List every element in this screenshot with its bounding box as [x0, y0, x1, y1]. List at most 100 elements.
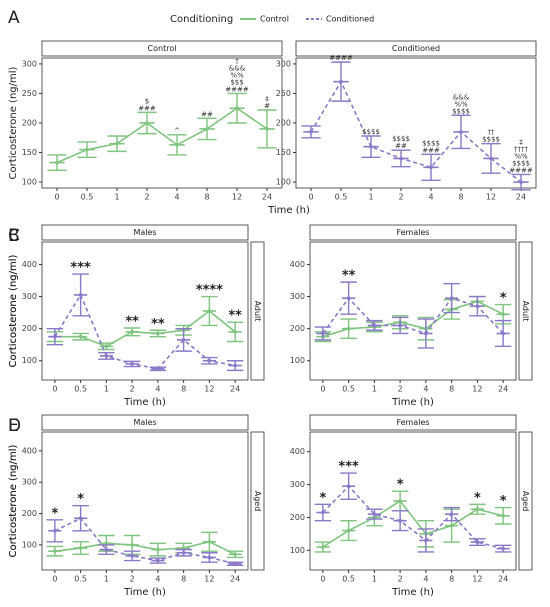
- x-tick-label: 1: [372, 575, 377, 584]
- y-tick-label: 100: [22, 540, 37, 549]
- mean-point: [207, 539, 212, 544]
- x-axis-title: Time (h): [123, 397, 166, 408]
- row-label: Aged: [253, 491, 262, 512]
- y-tick-label: 250: [22, 89, 37, 98]
- significance: *: [77, 492, 84, 507]
- annotation: ^: [174, 127, 180, 135]
- mean-point: [489, 156, 493, 161]
- annotation: ####: [329, 54, 353, 62]
- x-tick-label: 2: [398, 193, 403, 202]
- x-tick-label: 12: [472, 385, 482, 394]
- significance: **: [151, 317, 165, 332]
- y-axis-title: Corticosterone (ng/ml): [8, 254, 19, 367]
- mean-point: [78, 293, 83, 297]
- facet-label: Males: [133, 228, 156, 237]
- mean-point: [346, 296, 351, 300]
- series-line: [322, 499, 504, 548]
- mean-point: [346, 528, 351, 533]
- mean-point: [55, 160, 59, 165]
- plot-frame: [41, 241, 249, 381]
- mean-point: [130, 362, 134, 366]
- significance: *: [319, 491, 326, 506]
- x-tick-label: 8: [204, 193, 209, 202]
- mean-point: [78, 546, 83, 550]
- mean-point: [207, 309, 212, 313]
- x-tick-label: 8: [181, 575, 186, 584]
- y-axis-title: Corticosterone (ng/ml): [8, 444, 19, 557]
- y-tick-label: 200: [22, 509, 37, 518]
- row-strip: [518, 431, 533, 571]
- plot-frame: [309, 431, 517, 571]
- x-tick-label: 8: [449, 575, 454, 584]
- annotation: $$$$: [392, 135, 410, 143]
- mean-point: [233, 330, 237, 334]
- x-tick-label: 4: [174, 193, 179, 202]
- mean-point: [449, 296, 454, 300]
- annotation: ####: [225, 85, 249, 93]
- annotation: $: [145, 97, 149, 105]
- mean-point: [372, 323, 377, 328]
- mean-point: [459, 130, 463, 134]
- mean-point: [265, 127, 269, 131]
- significance: **: [342, 269, 356, 284]
- series-line: [54, 309, 236, 348]
- annotation: #: [264, 102, 270, 110]
- legend-title: Conditioning: [170, 14, 233, 25]
- mean-point: [321, 331, 325, 336]
- annotation: %%: [230, 71, 244, 79]
- x-tick-label: 24: [230, 575, 240, 584]
- mean-point: [399, 156, 403, 161]
- facet-strip: [309, 224, 517, 241]
- y-tick-label: 150: [276, 148, 291, 157]
- panel-label: B: [8, 226, 20, 246]
- annotation: %%: [514, 152, 528, 160]
- x-tick-label: 1: [372, 385, 377, 394]
- x-tick-label: 24: [498, 575, 508, 584]
- y-tick-label: 200: [290, 513, 305, 522]
- x-tick-label: 24: [230, 385, 240, 394]
- facet-label: Females: [396, 418, 429, 427]
- significance: *: [474, 491, 481, 506]
- x-tick-label: 1: [104, 385, 109, 394]
- x-tick-label: 4: [428, 193, 433, 202]
- significance: *: [500, 291, 507, 306]
- x-tick-label: 4: [423, 575, 428, 584]
- x-tick-label: 0: [308, 193, 313, 202]
- mean-point: [501, 312, 505, 317]
- facet-label: Females: [396, 228, 429, 237]
- x-tick-label: 0.5: [342, 385, 355, 394]
- row-label: Adult: [521, 301, 530, 322]
- mean-point: [130, 330, 134, 334]
- mean-point: [346, 484, 351, 489]
- panel-label: C: [8, 226, 20, 246]
- annotation: $$$: [230, 78, 243, 86]
- annotation: ‡: [265, 95, 269, 103]
- significance: **: [228, 309, 242, 324]
- plot-frame: [309, 241, 517, 381]
- mean-point: [372, 512, 377, 516]
- row-strip: [250, 431, 265, 571]
- mean-point: [104, 547, 109, 552]
- mean-point: [475, 540, 480, 544]
- mean-point: [475, 304, 480, 308]
- y-tick-label: 100: [290, 356, 305, 365]
- y-tick-label: 200: [276, 119, 291, 128]
- mean-point: [346, 326, 351, 331]
- annotation: ‡: [519, 138, 523, 146]
- facet-strip: [41, 40, 283, 57]
- mean-point: [175, 143, 179, 147]
- mean-point: [115, 141, 119, 146]
- annotation: ††: [488, 129, 496, 137]
- y-tick-label: 200: [290, 324, 305, 333]
- x-tick-label: 2: [398, 385, 403, 394]
- y-tick-label: 100: [290, 546, 305, 555]
- y-tick-label: 100: [22, 178, 37, 187]
- mean-point: [339, 79, 343, 84]
- annotation: %%: [454, 100, 468, 108]
- facet-label: Males: [133, 418, 156, 427]
- y-tick-label: 200: [22, 324, 37, 333]
- mean-point: [156, 331, 160, 336]
- x-axis-title: Time (h): [391, 587, 434, 598]
- panel-label: A: [8, 8, 20, 28]
- mean-point: [181, 338, 186, 342]
